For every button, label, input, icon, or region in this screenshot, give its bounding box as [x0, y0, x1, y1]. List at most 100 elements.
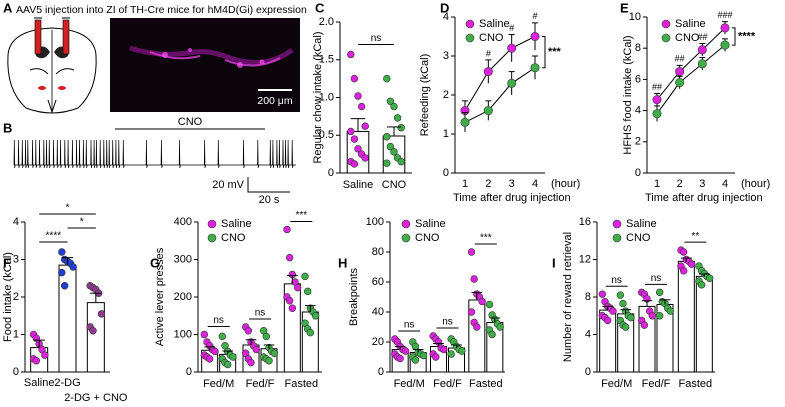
x-axis-label: Time after drug injection [645, 192, 763, 204]
y-tick-label: 100 [366, 216, 384, 228]
significance-label: * [80, 217, 84, 228]
data-point [301, 272, 309, 281]
data-point [467, 308, 476, 316]
drug-label: CNO [178, 116, 203, 128]
scale-bar-label: 200 μm [257, 95, 292, 107]
series-line [656, 27, 726, 100]
data-point [679, 248, 688, 256]
data-point [357, 102, 366, 111]
point-annotation: # [486, 48, 491, 58]
significance-bracket [542, 36, 546, 69]
y-tick-label: 300 [174, 253, 192, 265]
significance-label: *** [480, 233, 492, 244]
panel-letter: C [315, 0, 325, 15]
legend-swatch [401, 219, 411, 229]
panel-title: AAV5 injection into ZI of TH-Cre mice fo… [16, 4, 307, 16]
legend-label: Saline [675, 18, 706, 30]
significance-label: **** [46, 231, 62, 242]
legend-label: CNO [626, 232, 651, 244]
y-tick-label: 4 [443, 11, 449, 23]
x-tick-label: 4 [722, 178, 728, 190]
data-point [720, 40, 730, 50]
data-point [58, 268, 66, 277]
panel-letter: D [440, 0, 449, 15]
data-point [350, 160, 359, 168]
data-point [397, 157, 405, 166]
x-tick-label: Fasted [679, 378, 713, 390]
data-point [97, 310, 106, 318]
scale-voltage: 20 mV [212, 179, 244, 191]
data-point [390, 102, 398, 111]
bar [695, 275, 713, 373]
series-line [464, 36, 536, 111]
legend-label: Saline [221, 218, 252, 230]
x-tick-label: 2 [485, 178, 491, 190]
data-point [687, 260, 696, 268]
data-point [655, 312, 664, 320]
bar [677, 260, 695, 373]
y-axis-label: Refeeding (kCal) [419, 54, 431, 137]
x-tick-label: Saline [24, 377, 55, 389]
y-tick-label: 4 [585, 328, 591, 340]
panel-letter: H [338, 255, 347, 270]
x-tick-label: Fed/M [394, 378, 425, 390]
y-tick-label: 3 [443, 50, 449, 62]
data-point [679, 267, 688, 275]
data-point [247, 358, 255, 367]
data-point [347, 50, 355, 59]
significance-label: *** [548, 46, 562, 58]
data-point [530, 63, 540, 73]
y-tick-label: 6 [635, 73, 641, 85]
data-point [530, 31, 540, 41]
significance-label: ** [691, 231, 699, 242]
data-point [697, 281, 706, 289]
legend-label: CNO [479, 32, 504, 44]
legend-label: Saline [626, 218, 657, 230]
data-point [470, 275, 478, 283]
data-point [675, 67, 685, 77]
y-tick-label: 12 [579, 253, 591, 265]
significance-label: ns [651, 273, 662, 284]
x-axis-label: Time after drug injection [453, 192, 571, 204]
data-point [244, 327, 253, 335]
data-point [361, 154, 369, 162]
significance-label: *** [295, 210, 307, 221]
data-point [218, 332, 227, 341]
data-point [285, 253, 294, 262]
data-point [609, 307, 617, 315]
significance-label: **** [738, 30, 756, 42]
panel-letter: I [552, 255, 556, 270]
data-point [483, 67, 493, 77]
x-tick-label: Fed/M [601, 378, 632, 390]
y-tick-label: 2 [635, 136, 641, 148]
y-tick-label: 40 [372, 306, 384, 318]
data-point [252, 345, 261, 354]
data-point [401, 347, 410, 355]
data-point [229, 353, 237, 361]
data-point [354, 92, 362, 100]
y-axis-label: Food intake (kCal) [2, 252, 14, 342]
data-point [507, 43, 517, 53]
x-tick-label: CNO [382, 179, 407, 191]
significance-label: ns [611, 275, 622, 286]
data-point [205, 355, 214, 363]
y-tick-label: 0 [443, 167, 449, 179]
significance-label: ns [371, 33, 382, 44]
brain-schematic [7, 17, 97, 114]
data-point [285, 297, 294, 305]
data-point [283, 225, 291, 234]
point-annotation: ## [697, 32, 707, 42]
y-tick-label: 1.0 [319, 91, 334, 103]
data-point [262, 332, 271, 341]
significance-label: * [66, 203, 70, 214]
x-tick-label: Fasted [285, 378, 319, 390]
data-point [303, 287, 312, 296]
data-point [383, 133, 391, 141]
data-point [473, 323, 481, 331]
data-point [386, 142, 395, 151]
data-point [419, 351, 428, 360]
data-point [627, 313, 635, 322]
y-tick-label: 0.5 [319, 129, 334, 141]
data-point [460, 117, 470, 127]
data-point [396, 354, 404, 363]
